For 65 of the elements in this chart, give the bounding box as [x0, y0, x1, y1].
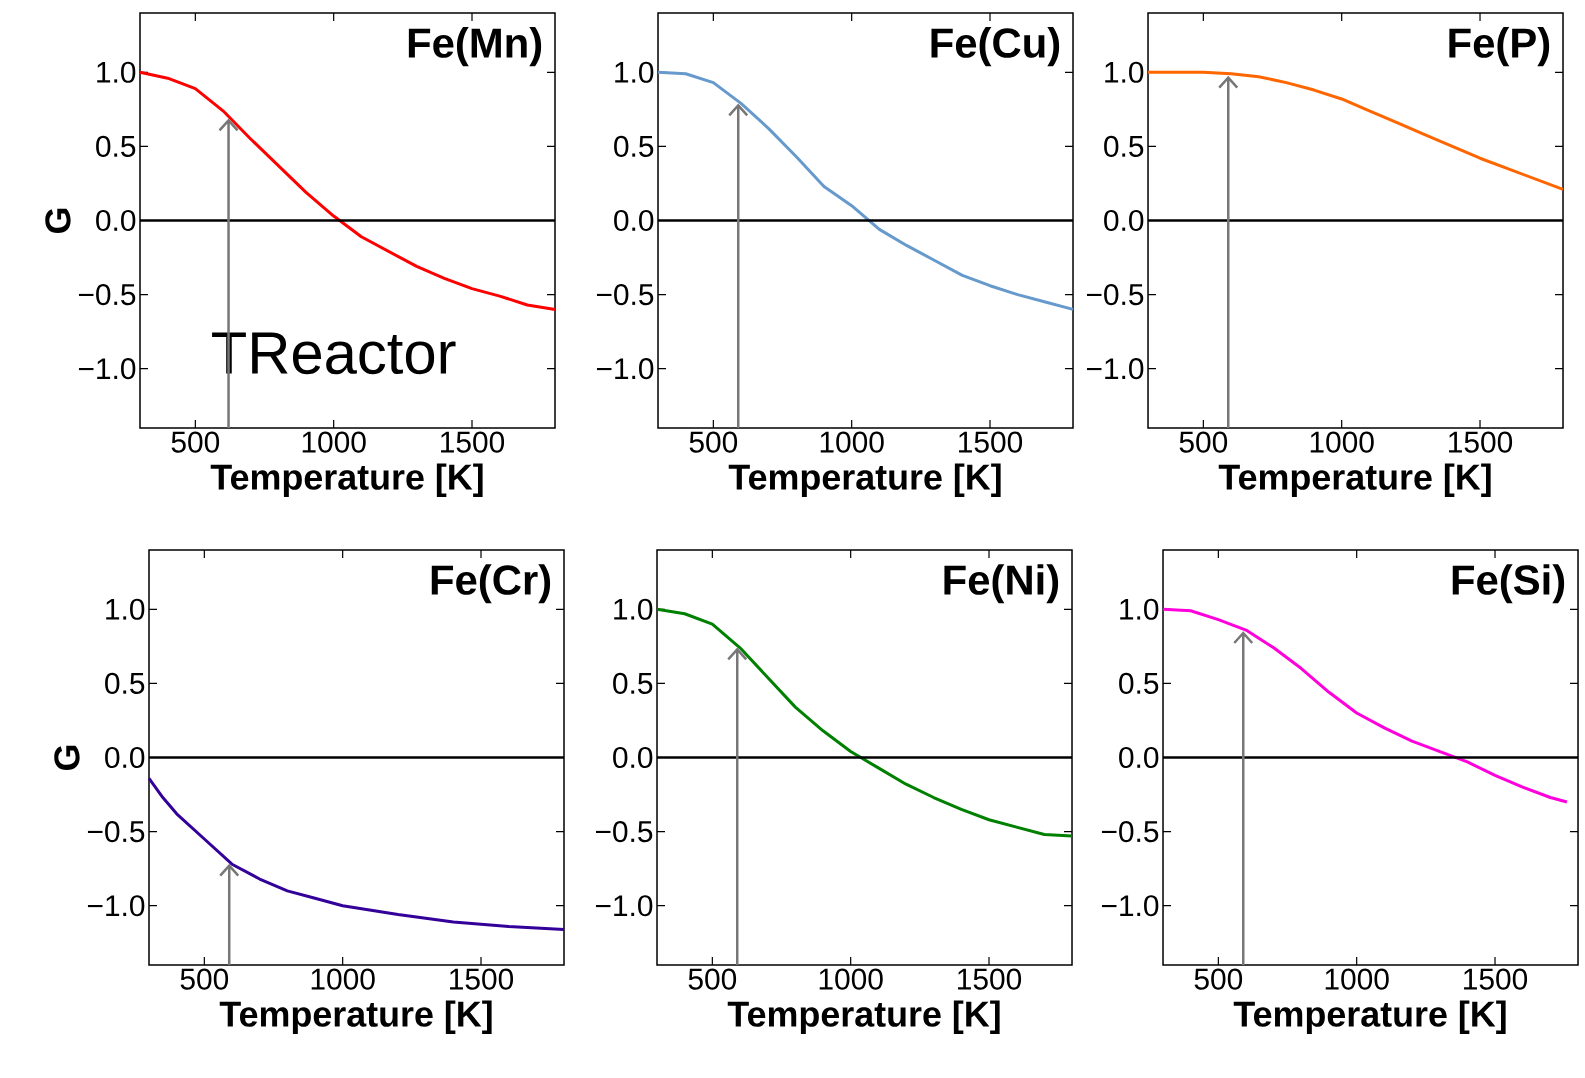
y-tick-label: 1.0: [1105, 61, 1144, 83]
y-tick-label: 1.0: [1120, 598, 1159, 620]
x-axis-title: Temperature [K]: [219, 1000, 492, 1034]
y-tick-label: 0.5: [1104, 135, 1144, 157]
x-axis-title: Temperature [K]: [727, 1000, 1000, 1034]
y-tick-label: 1.0: [97, 61, 136, 83]
y-tick-label: −1.0: [1101, 895, 1159, 917]
y-tick-label: −0.5: [595, 821, 653, 843]
x-tick-label: 500: [1179, 431, 1228, 453]
y-tick-label: −1.0: [1086, 358, 1144, 380]
y-tick-label: 1.0: [615, 61, 654, 83]
y-tick-label: 0.5: [105, 672, 145, 694]
y-tick-label: −0.5: [87, 821, 145, 843]
chart-title: Fe(Cu): [931, 27, 1060, 67]
y-tick-label: 0.5: [614, 135, 654, 157]
x-axis-title: Temperature [K]: [210, 463, 483, 497]
x-tick-label: 500: [180, 968, 229, 990]
y-tick-label: 0.0: [105, 746, 145, 769]
y-tick-label: 1.0: [106, 598, 145, 620]
x-axis-title: Temperature [K]: [1218, 463, 1491, 497]
x-tick-label: 1000: [820, 431, 884, 453]
y-tick-label: −1.0: [78, 358, 136, 380]
x-tick-label: 1500: [1464, 968, 1528, 990]
x-tick-label: 1000: [311, 968, 375, 990]
y-tick-label: 0.5: [613, 672, 653, 694]
x-tick-label: 1000: [819, 968, 883, 990]
x-tick-label: 1000: [1310, 431, 1374, 453]
y-tick-label: 0.0: [613, 746, 653, 769]
x-tick-label: 1000: [302, 431, 366, 453]
chart-title: Fe(Ni): [944, 564, 1059, 604]
line-series: [147, 776, 566, 931]
y-tick-label: 1.0: [614, 598, 653, 620]
y-axis-title: G: [54, 745, 80, 770]
x-tick-label: 1500: [1449, 431, 1513, 453]
y-tick-label: 0.0: [1104, 209, 1144, 232]
y-tick-label: −0.5: [1101, 821, 1159, 843]
y-tick-label: 0.5: [1119, 672, 1159, 694]
y-tick-label: −0.5: [78, 284, 136, 306]
y-tick-label: 0.0: [1119, 746, 1159, 769]
x-tick-label: 500: [688, 968, 737, 990]
x-tick-label: 1500: [450, 968, 514, 990]
y-tick-label: 0.0: [614, 209, 654, 232]
y-tick-label: −1.0: [87, 895, 145, 917]
line-series: [656, 70, 1075, 311]
y-tick-label: −1.0: [595, 895, 653, 917]
chart-title: Fe(Si): [1452, 564, 1565, 604]
y-tick-label: −1.0: [596, 358, 654, 380]
x-tick-label: 500: [689, 431, 738, 453]
y-tick-label: 0.0: [96, 209, 136, 232]
y-tick-label: −0.5: [596, 284, 654, 306]
x-axis-title: Temperature [K]: [1233, 1000, 1506, 1034]
x-tick-label: 1500: [958, 968, 1022, 990]
chart-title: Fe(Cr): [431, 564, 551, 604]
x-tick-label: 1500: [441, 431, 505, 453]
x-tick-label: 500: [1194, 968, 1243, 990]
y-tick-label: 0.5: [96, 135, 136, 157]
x-tick-label: 1500: [959, 431, 1023, 453]
y-axis-title: G: [45, 208, 71, 233]
ref-line-label: TReactor: [212, 332, 456, 375]
chart-title: Fe(P): [1449, 27, 1550, 67]
x-tick-label: 1000: [1325, 968, 1389, 990]
chart-title: Fe(Mn): [408, 27, 542, 67]
x-axis-title: Temperature [K]: [728, 463, 1001, 497]
y-tick-label: −0.5: [1086, 284, 1144, 306]
x-tick-label: 500: [171, 431, 220, 453]
